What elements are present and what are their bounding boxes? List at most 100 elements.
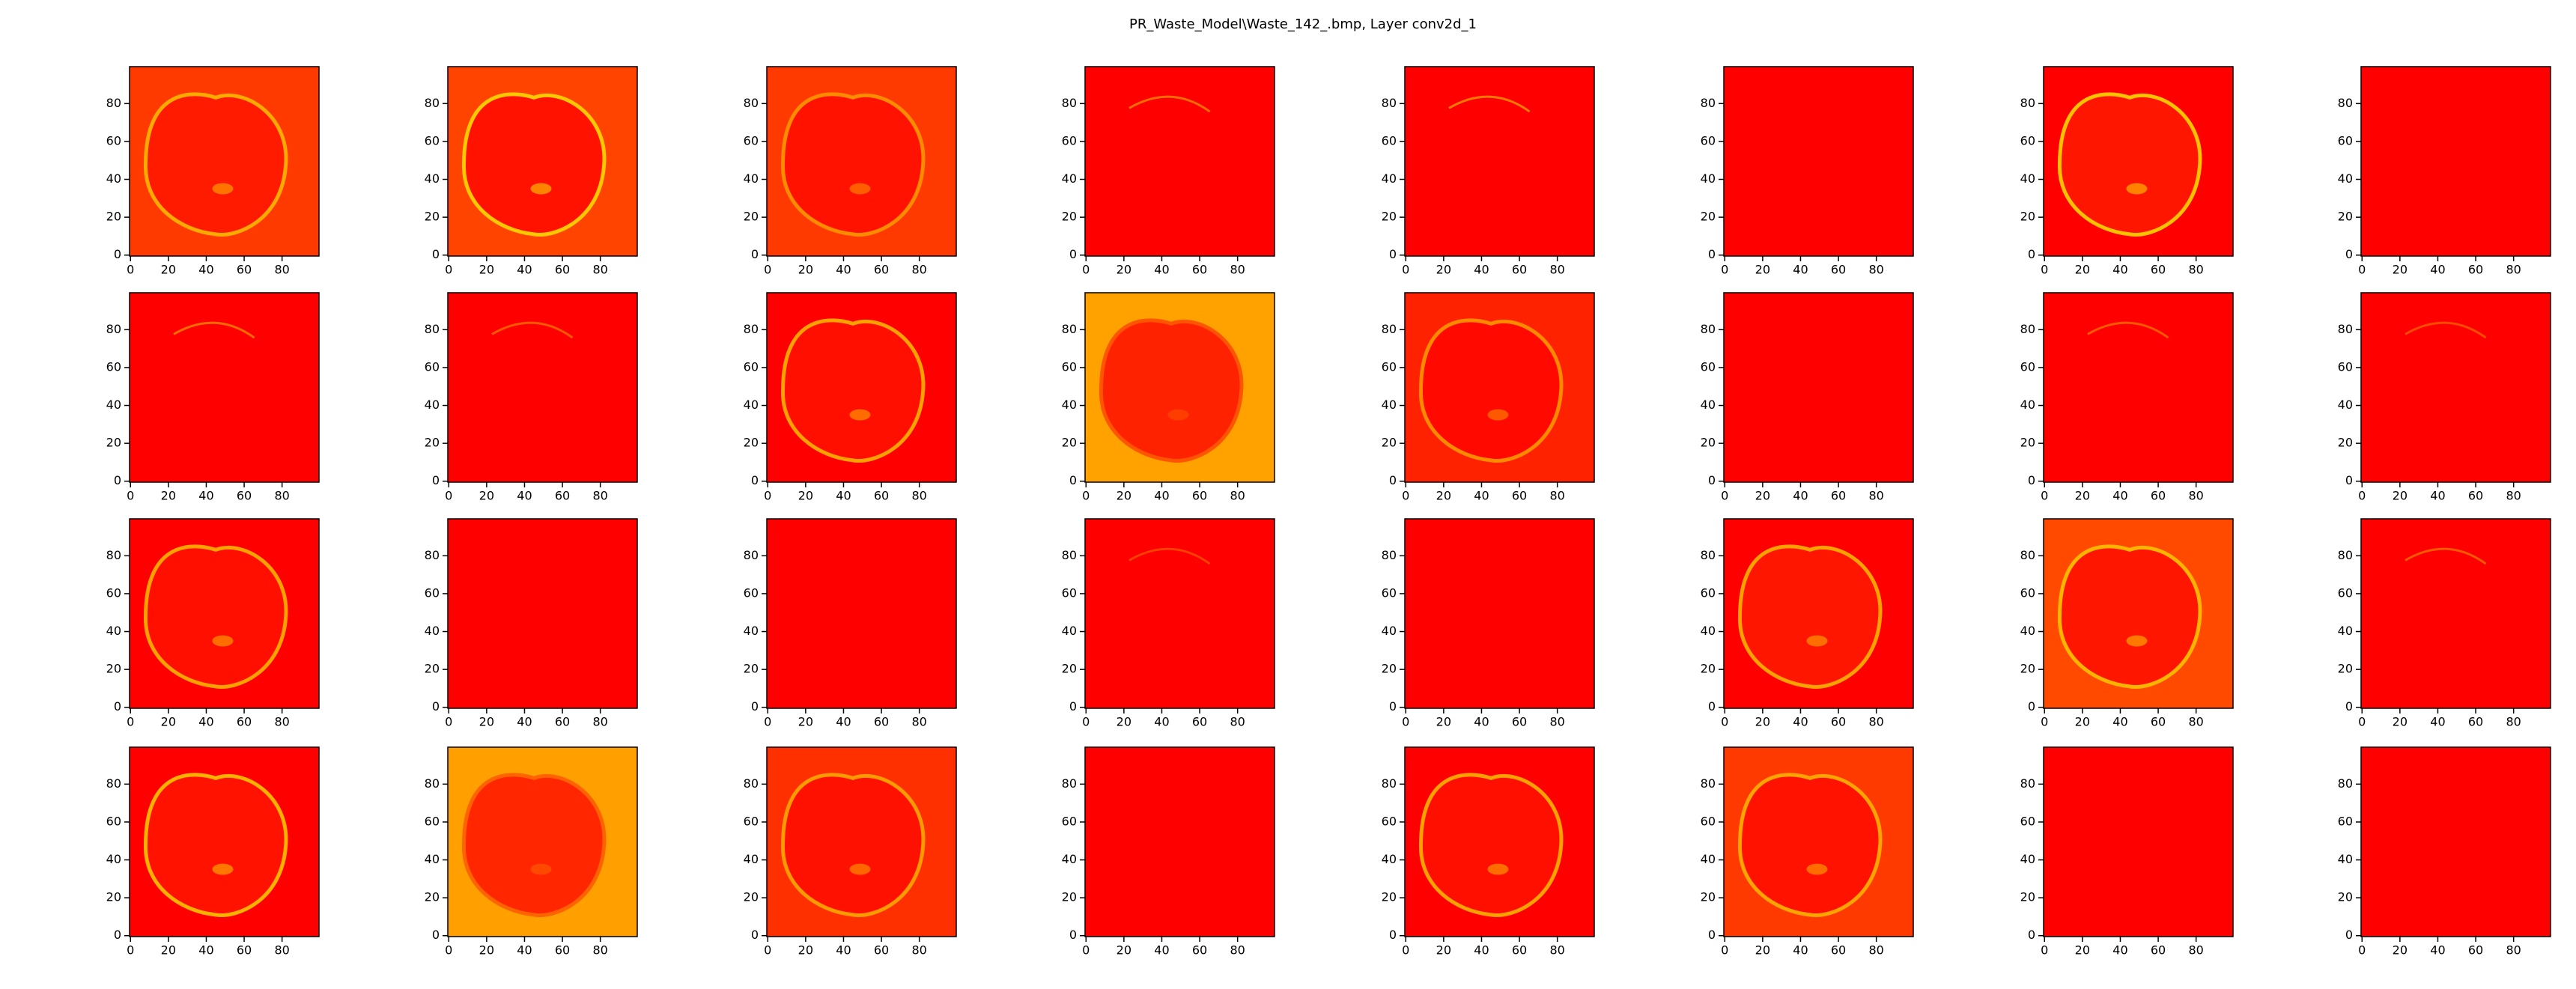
x-tick-label: 60 xyxy=(1831,263,1846,277)
y-tick-label: 40 xyxy=(1701,398,1716,412)
x-tick-label: 0 xyxy=(127,943,134,958)
x-tick-label: 0 xyxy=(764,489,771,503)
feature-background xyxy=(2361,67,2551,256)
x-tick-label: 80 xyxy=(2506,715,2521,729)
feature-map-panel: 0 20 40 60 80 0 20 40 60 80 xyxy=(106,518,320,729)
y-tick-label: 40 xyxy=(2020,171,2035,186)
x-tick-label: 80 xyxy=(2188,943,2203,958)
figure-title: PR_Waste_Model\Waste_142_.bmp, Layer con… xyxy=(1129,16,1477,32)
x-tick-label: 20 xyxy=(161,489,176,503)
y-tick-label: 20 xyxy=(106,890,121,904)
y-tick-label: 60 xyxy=(2338,585,2353,600)
feature-map-panel: 0 20 40 60 80 0 20 40 60 80 xyxy=(744,292,957,503)
y-tick-label: 0 xyxy=(2345,473,2353,487)
x-tick-label: 0 xyxy=(2358,263,2366,277)
y-tick-label: 0 xyxy=(751,247,759,261)
x-tick-label: 40 xyxy=(1474,943,1489,958)
y-tick-label: 20 xyxy=(2338,436,2353,450)
x-tick-label: 0 xyxy=(445,715,452,729)
feature-spot xyxy=(1806,863,1828,875)
x-tick-label: 80 xyxy=(2506,943,2521,958)
x-tick-label: 80 xyxy=(274,489,289,503)
y-tick-label: 40 xyxy=(2020,624,2035,638)
y-tick-label: 60 xyxy=(2338,133,2353,147)
x-tick-label: 20 xyxy=(2075,263,2090,277)
feature-map-panel: 0 20 40 60 80 0 20 40 60 80 xyxy=(425,292,638,503)
y-tick-label: 40 xyxy=(1382,852,1397,866)
feature-map-image xyxy=(1085,747,1275,937)
y-tick-label: 60 xyxy=(1062,585,1077,600)
axes-frame xyxy=(1723,292,1914,483)
x-tick-label: 60 xyxy=(555,489,570,503)
y-tick-label: 0 xyxy=(1069,928,1077,942)
y-tick-label: 40 xyxy=(744,852,759,866)
y-tick-label: 20 xyxy=(2338,662,2353,676)
y-tick-label: 20 xyxy=(1062,890,1077,904)
axes-frame xyxy=(2360,746,2551,937)
x-tick-label: 60 xyxy=(1192,489,1207,503)
x-tick-label: 40 xyxy=(198,489,213,503)
y-tick-label: 80 xyxy=(2338,548,2353,562)
x-tick-label: 40 xyxy=(1154,263,1169,277)
x-tick-label: 0 xyxy=(1721,489,1728,503)
x-tick-label: 80 xyxy=(911,489,926,503)
y-tick-label: 0 xyxy=(1069,247,1077,261)
x-tick-label: 20 xyxy=(479,715,494,729)
x-tick-label: 0 xyxy=(445,263,452,277)
y-tick-label: 80 xyxy=(1382,776,1397,791)
x-tick-label: 40 xyxy=(198,943,213,958)
feature-background xyxy=(1085,67,1275,256)
y-tick-label: 80 xyxy=(2020,776,2035,791)
y-tick-label: 0 xyxy=(432,699,440,713)
feature-map-panel: 0 20 40 60 80 0 20 40 60 80 xyxy=(1382,518,1595,729)
y-tick-label: 40 xyxy=(1062,852,1077,866)
axes-frame xyxy=(129,66,320,257)
axes-frame xyxy=(1404,292,1595,483)
feature-blob xyxy=(781,773,926,917)
x-tick-label: 80 xyxy=(592,715,607,729)
x-tick-label: 40 xyxy=(1474,489,1489,503)
feature-map-panel: 0 20 40 60 80 0 20 40 60 80 xyxy=(425,746,638,958)
y-tick-label: 20 xyxy=(425,890,440,904)
feature-map-image xyxy=(2044,67,2233,256)
x-tick-label: 60 xyxy=(1192,715,1207,729)
x-tick-label: 20 xyxy=(1436,715,1451,729)
feature-map-image xyxy=(1405,293,1594,482)
y-tick-label: 40 xyxy=(1701,624,1716,638)
feature-spot xyxy=(2126,183,2148,195)
y-tick-label: 20 xyxy=(2020,662,2035,676)
x-tick-label: 40 xyxy=(1474,263,1489,277)
x-tick-label: 40 xyxy=(517,263,532,277)
x-tick-label: 60 xyxy=(2468,263,2483,277)
feature-map-panel: 0 20 40 60 80 0 20 40 60 80 xyxy=(1382,746,1595,958)
feature-background xyxy=(130,293,319,482)
y-tick-label: 80 xyxy=(1701,548,1716,562)
feature-map-image xyxy=(448,293,637,482)
y-tick-label: 60 xyxy=(2020,814,2035,828)
x-tick-label: 60 xyxy=(1512,943,1527,958)
feature-map-panel: 0 20 40 60 80 0 20 40 60 80 xyxy=(2338,518,2551,729)
y-tick-label: 40 xyxy=(106,624,121,638)
x-tick-label: 20 xyxy=(1117,715,1131,729)
feature-map-panel: 0 20 40 60 80 0 20 40 60 80 xyxy=(2338,292,2551,503)
feature-arc xyxy=(1128,95,1211,113)
x-tick-label: 40 xyxy=(2112,489,2127,503)
x-tick-label: 80 xyxy=(911,943,926,958)
axes-frame xyxy=(1404,66,1595,257)
axes-frame xyxy=(1404,746,1595,937)
y-tick-label: 20 xyxy=(1382,210,1397,224)
feature-map-panel: 0 20 40 60 80 0 20 40 60 80 xyxy=(2020,746,2234,958)
x-tick-label: 60 xyxy=(2151,263,2166,277)
y-tick-label: 20 xyxy=(425,210,440,224)
y-tick-label: 0 xyxy=(432,247,440,261)
x-tick-label: 40 xyxy=(198,263,213,277)
y-tick-label: 20 xyxy=(106,210,121,224)
axes-frame xyxy=(1723,518,1914,709)
x-tick-label: 80 xyxy=(2506,263,2521,277)
feature-map-panel: 0 20 40 60 80 0 20 40 60 80 xyxy=(425,66,638,277)
feature-map-image xyxy=(1405,747,1594,937)
x-tick-label: 0 xyxy=(2041,943,2048,958)
x-tick-label: 40 xyxy=(1793,715,1808,729)
x-tick-label: 40 xyxy=(2112,263,2127,277)
x-tick-label: 0 xyxy=(2358,489,2366,503)
